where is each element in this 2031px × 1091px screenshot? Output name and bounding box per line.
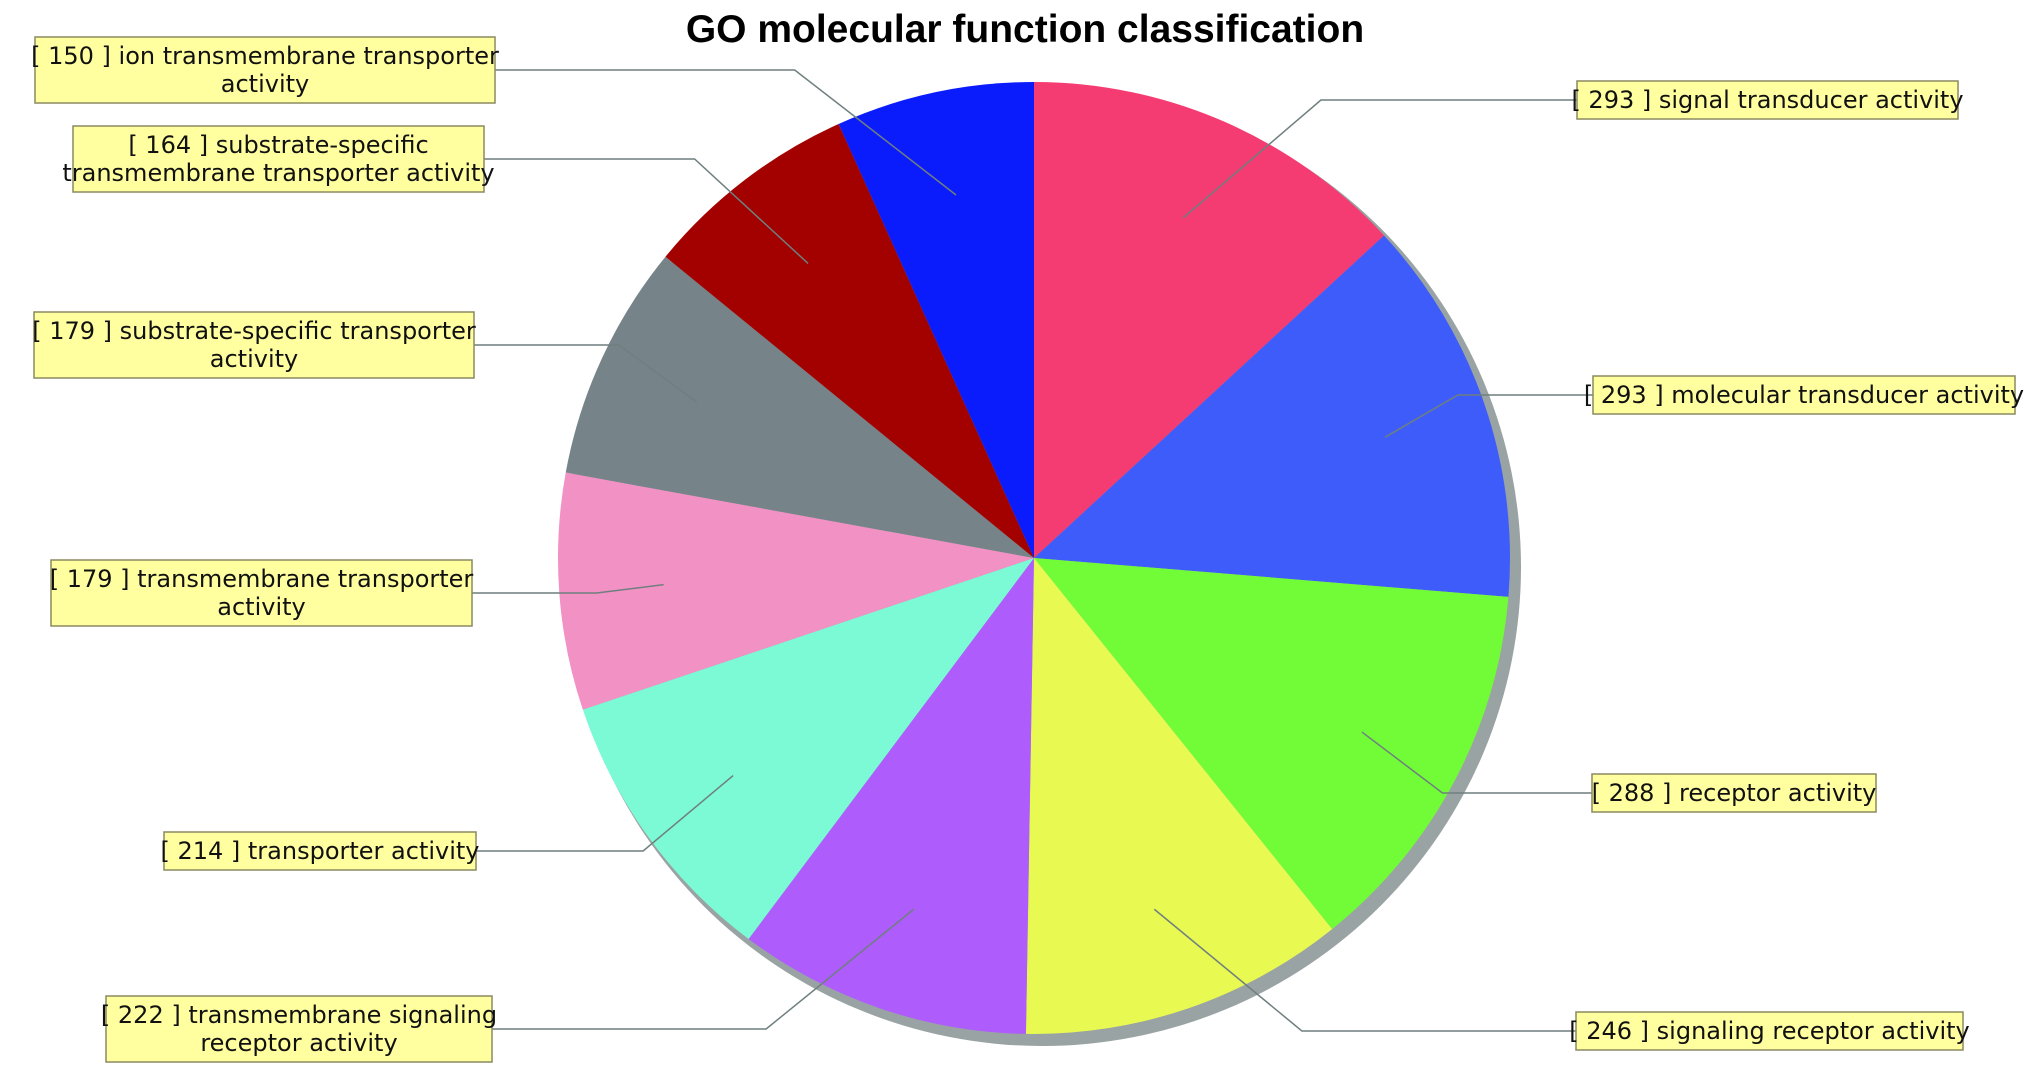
- slice-label: [ 288 ] receptor activity: [1591, 773, 1877, 813]
- label-text: receptor activity: [200, 1029, 397, 1057]
- label-box: [1591, 773, 1877, 813]
- label-text: transmembrane transporter activity: [62, 159, 494, 187]
- leader-line: [495, 69, 957, 196]
- label-box: [1592, 375, 2016, 415]
- label-text: [ 288 ] receptor activity: [1592, 779, 1877, 807]
- slice-label: [ 246 ] signaling receptor activity: [1569, 1011, 1970, 1051]
- label-box: [33, 311, 475, 379]
- label-box: [1576, 80, 1959, 120]
- chart-title: GO molecular function classification: [686, 8, 1364, 51]
- label-box: [72, 125, 485, 193]
- callout-labels: [ 293 ] signal transducer activity [ 293 …: [31, 36, 2024, 1063]
- slice-label: [ 214 ] transporter activity: [160, 831, 480, 871]
- label-text: [ 222 ] transmembrane signaling: [101, 1001, 497, 1029]
- leader-line: [1182, 99, 1577, 219]
- label-text: activity: [210, 345, 298, 373]
- slice-label: [ 150 ] ion transmembrane transporteract…: [31, 36, 499, 104]
- label-text: activity: [221, 70, 309, 98]
- label-text: [ 293 ] molecular transducer activity: [1584, 381, 2024, 409]
- leader-line: [484, 158, 809, 264]
- label-text: [ 246 ] signaling receptor activity: [1569, 1017, 1970, 1045]
- label-box: [34, 36, 496, 104]
- leader-line: [1361, 731, 1592, 794]
- label-text: [ 214 ] transporter activity: [160, 837, 479, 865]
- leader-line: [1384, 394, 1593, 438]
- slice-label: [ 164 ] substrate-specifictransmembrane …: [62, 125, 495, 193]
- label-box: [105, 995, 493, 1063]
- pie-slice: [1034, 558, 1509, 930]
- label-box: [163, 831, 477, 871]
- pie-slice: [665, 123, 1034, 559]
- pie-slice: [558, 472, 1034, 710]
- label-text: [ 179 ] transmembrane transporter: [50, 565, 474, 593]
- leader-line: [472, 583, 664, 594]
- leader-line: [492, 908, 915, 1030]
- label-text: [ 150 ] ion transmembrane transporter: [31, 42, 499, 70]
- slice-label: [ 179 ] substrate-specific transporterac…: [32, 311, 476, 379]
- label-text: activity: [217, 593, 305, 621]
- pie-slice: [1034, 235, 1511, 597]
- pie-slice: [1034, 82, 1385, 558]
- label-text: [ 293 ] signal transducer activity: [1571, 86, 1963, 114]
- slice-label: [ 179 ] transmembrane transporteractivit…: [50, 559, 474, 627]
- slice-label: [ 293 ] signal transducer activity: [1571, 80, 1964, 120]
- label-text: [ 164 ] substrate-specific: [128, 131, 428, 159]
- pie-slice: [1025, 558, 1333, 1034]
- leader-line: [476, 774, 734, 852]
- pie-slice: [838, 82, 1034, 558]
- pie-slices: [558, 82, 1511, 1034]
- label-text: [ 179 ] substrate-specific transporter: [32, 317, 476, 345]
- pie-slice: [748, 558, 1034, 1034]
- leader-line: [474, 344, 698, 403]
- pie-slice: [582, 558, 1034, 939]
- pie-slice: [565, 256, 1034, 558]
- leader-line: [1153, 908, 1576, 1032]
- slice-label: [ 222 ] transmembrane signalingreceptor …: [101, 995, 497, 1063]
- label-box: [1575, 1011, 1964, 1051]
- label-box: [50, 559, 473, 627]
- slice-label: [ 293 ] molecular transducer activity: [1584, 375, 2024, 415]
